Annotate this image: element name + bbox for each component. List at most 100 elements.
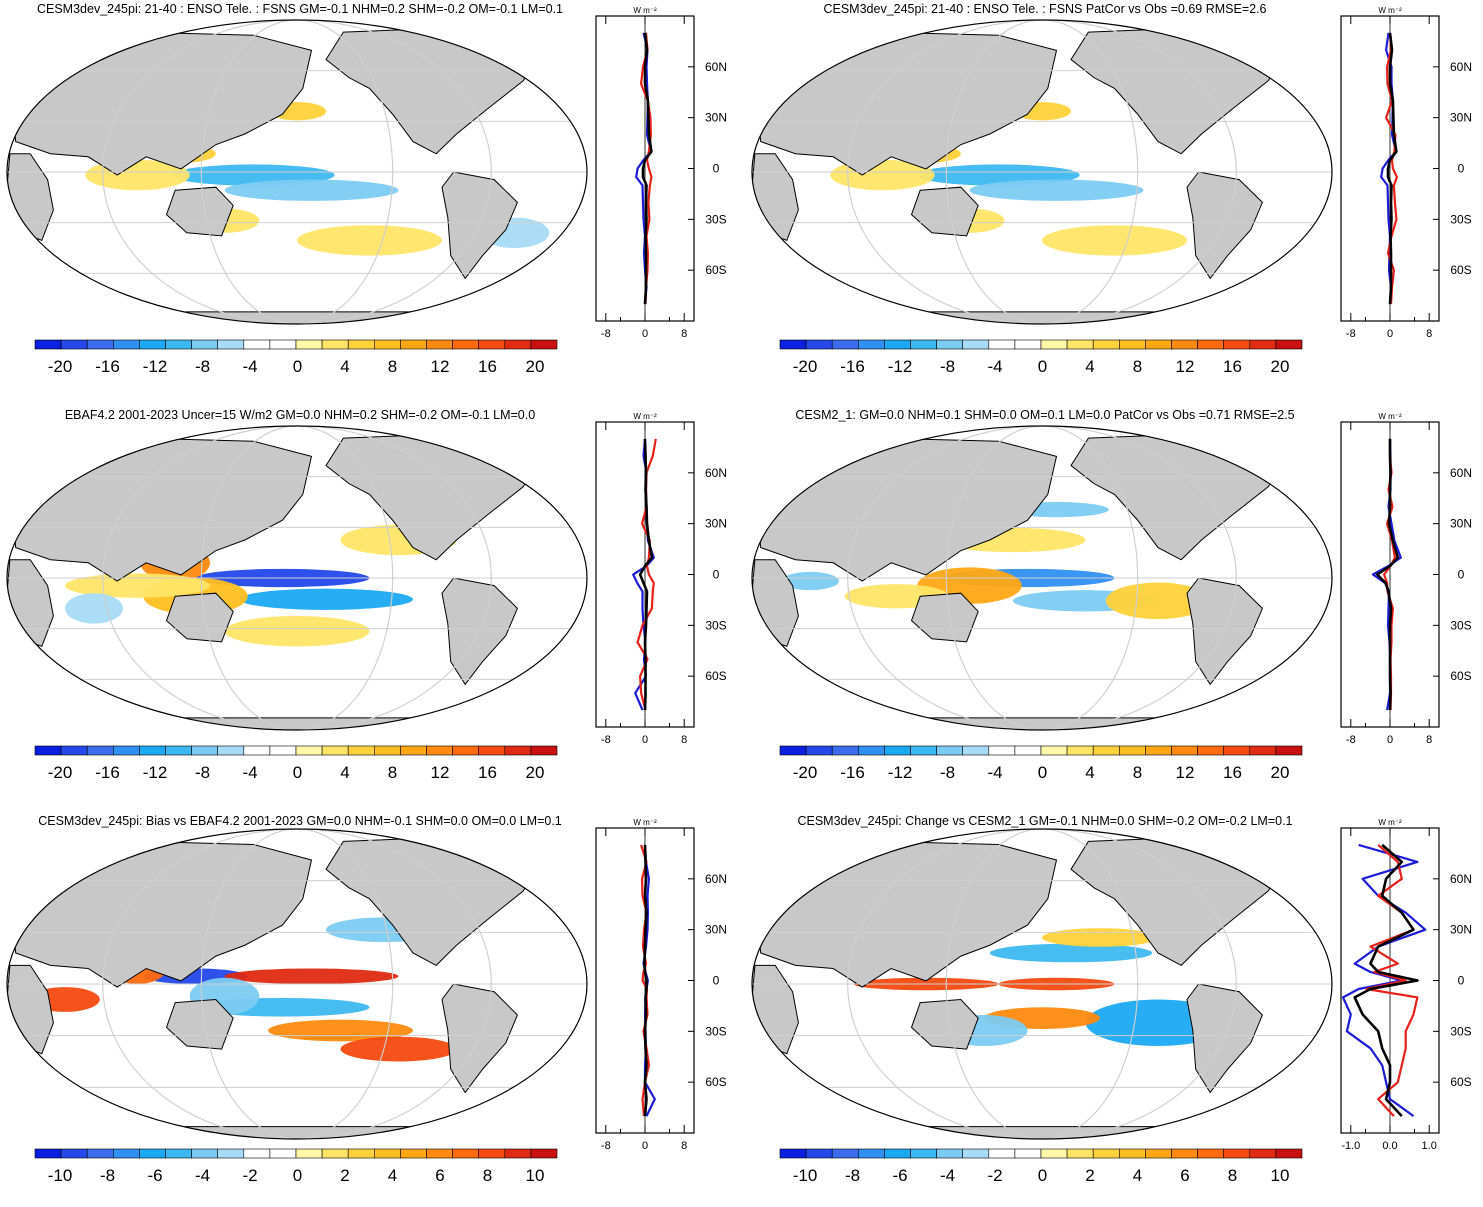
x-tick-label: -8 <box>601 328 611 340</box>
colorbar-swatch <box>1197 745 1225 756</box>
land-mass <box>122 717 472 730</box>
colorbar-swatch <box>884 745 911 756</box>
colorbar-swatch <box>779 745 807 756</box>
colorbar-swatch <box>962 339 990 350</box>
land-mass <box>867 311 1217 324</box>
world-map <box>752 829 1332 1139</box>
unit-label: W m⁻² <box>633 6 657 15</box>
graticule-line <box>945 829 1139 1139</box>
colorbar-label: 20 <box>526 763 545 782</box>
colorbar-swatch <box>373 745 401 756</box>
colorbar-swatch <box>779 339 807 350</box>
colorbar-label: -20 <box>793 357 818 376</box>
land-mass <box>910 592 979 643</box>
graticule-line <box>847 20 1237 324</box>
colorbar-swatch <box>373 1148 401 1159</box>
colorbar-swatch <box>400 339 427 350</box>
colorbar-swatch <box>530 745 558 756</box>
anomaly-contour <box>224 968 399 984</box>
colorbar-swatch <box>1040 1148 1068 1159</box>
colorbar-label: 16 <box>478 763 497 782</box>
colorbar-label: 8 <box>1133 763 1142 782</box>
graticule-line <box>102 829 492 1139</box>
zonal-series-red <box>640 844 651 1117</box>
colorbar-swatch <box>269 745 297 756</box>
colorbar-swatch <box>269 1148 297 1159</box>
colorbar-swatch <box>478 1148 506 1159</box>
colorbar-swatch <box>884 339 911 350</box>
colorbar-label: -4 <box>195 1166 210 1185</box>
colorbar-swatch <box>60 339 88 350</box>
colorbar-label: 4 <box>1085 357 1094 376</box>
colorbar-label: 10 <box>1271 1166 1290 1185</box>
anomaly-contour <box>1042 928 1158 947</box>
land-mass <box>12 840 313 988</box>
unit-label: W m⁻² <box>633 818 657 827</box>
colorbar-swatch <box>452 745 480 756</box>
colorbar-label: -6 <box>892 1166 907 1185</box>
unit-label: W m⁻² <box>1378 6 1402 15</box>
colorbar-swatch <box>1171 1148 1198 1159</box>
world-map <box>7 829 587 1139</box>
panel-figure: -20 -16 -12 -8 -4 0 4 8 12 16 20 -8 0 8 60N 30N 0 30S 60S W… <box>6 6 727 376</box>
colorbar-label: 4 <box>388 1166 397 1185</box>
x-tick-label: -8 <box>1346 328 1356 340</box>
colorbar-label: -16 <box>840 763 865 782</box>
anomaly-contour <box>969 179 1144 201</box>
colorbar-swatch <box>504 1148 532 1159</box>
colorbar-label: 16 <box>1223 357 1242 376</box>
colorbar-swatch <box>936 745 964 756</box>
panel-title: CESM2_1: GM=0.0 NHM=0.1 SHM=0.0 OM=0.1 L… <box>795 408 1295 422</box>
colorbar-swatch <box>805 339 833 350</box>
x-tick-label: 8 <box>1426 328 1432 340</box>
colorbar-swatch <box>243 339 271 350</box>
colorbar-label: 12 <box>1176 763 1195 782</box>
colorbar-swatch <box>1145 1148 1172 1159</box>
colorbar-swatch <box>884 1148 911 1159</box>
colorbar-swatch <box>1014 745 1042 756</box>
lat-label: 0 <box>1458 162 1465 176</box>
colorbar-swatch <box>1014 339 1042 350</box>
map-panel-1: CESM3dev_245pi: 21-40 : ENSO Tele. : FSN… <box>0 0 741 395</box>
anomaly-contour <box>1105 582 1211 620</box>
land-mass <box>12 31 313 176</box>
colorbar-swatch <box>478 339 506 350</box>
zonal-series-black <box>1386 32 1398 305</box>
colorbar-swatch <box>1223 1148 1251 1159</box>
zonal-series-black <box>641 32 653 305</box>
lat-label: 0 <box>1458 974 1465 988</box>
anomaly-contour <box>65 593 123 624</box>
colorbar-swatch <box>1066 745 1094 756</box>
colorbar-swatch <box>1249 745 1277 756</box>
colorbar-label: -16 <box>95 763 120 782</box>
map-border <box>6 19 588 325</box>
colorbar-label: 20 <box>1271 763 1290 782</box>
unit-label: W m⁻² <box>633 412 657 421</box>
lat-label: 60S <box>1450 263 1471 277</box>
x-tick-label: -8 <box>601 734 611 746</box>
map-panel-5: CESM3dev_245pi: Bias vs EBAF4.2 2001-202… <box>0 812 741 1207</box>
graticule-line <box>200 426 394 730</box>
colorbar-label: -4 <box>940 1166 955 1185</box>
colorbar-label: -20 <box>48 357 73 376</box>
anomaly-contour <box>1042 225 1187 256</box>
map-border <box>751 828 1333 1140</box>
colorbar-label: -8 <box>195 357 210 376</box>
colorbar-label: 12 <box>431 763 450 782</box>
colorbar-label: -4 <box>987 357 1002 376</box>
colorbar-label: -2 <box>242 1166 257 1185</box>
colorbar-label: 0 <box>1038 1166 1047 1185</box>
colorbar-swatch <box>936 1148 964 1159</box>
colorbar-swatch <box>34 1148 62 1159</box>
colorbar-swatch <box>1249 339 1277 350</box>
land-mass <box>910 186 979 237</box>
colorbar-swatch <box>1014 1148 1042 1159</box>
map-panel-3: EBAF4.2 2001-2023 Uncer=15 W/m2 GM=0.0 N… <box>0 406 741 801</box>
lat-label: 30N <box>1450 517 1472 531</box>
colorbar-swatch <box>321 745 349 756</box>
colorbar-swatch <box>60 745 88 756</box>
colorbar-label: -4 <box>242 763 257 782</box>
land-mass <box>757 840 1058 988</box>
colorbar-swatch <box>530 1148 558 1159</box>
lat-label: 60N <box>705 60 727 74</box>
